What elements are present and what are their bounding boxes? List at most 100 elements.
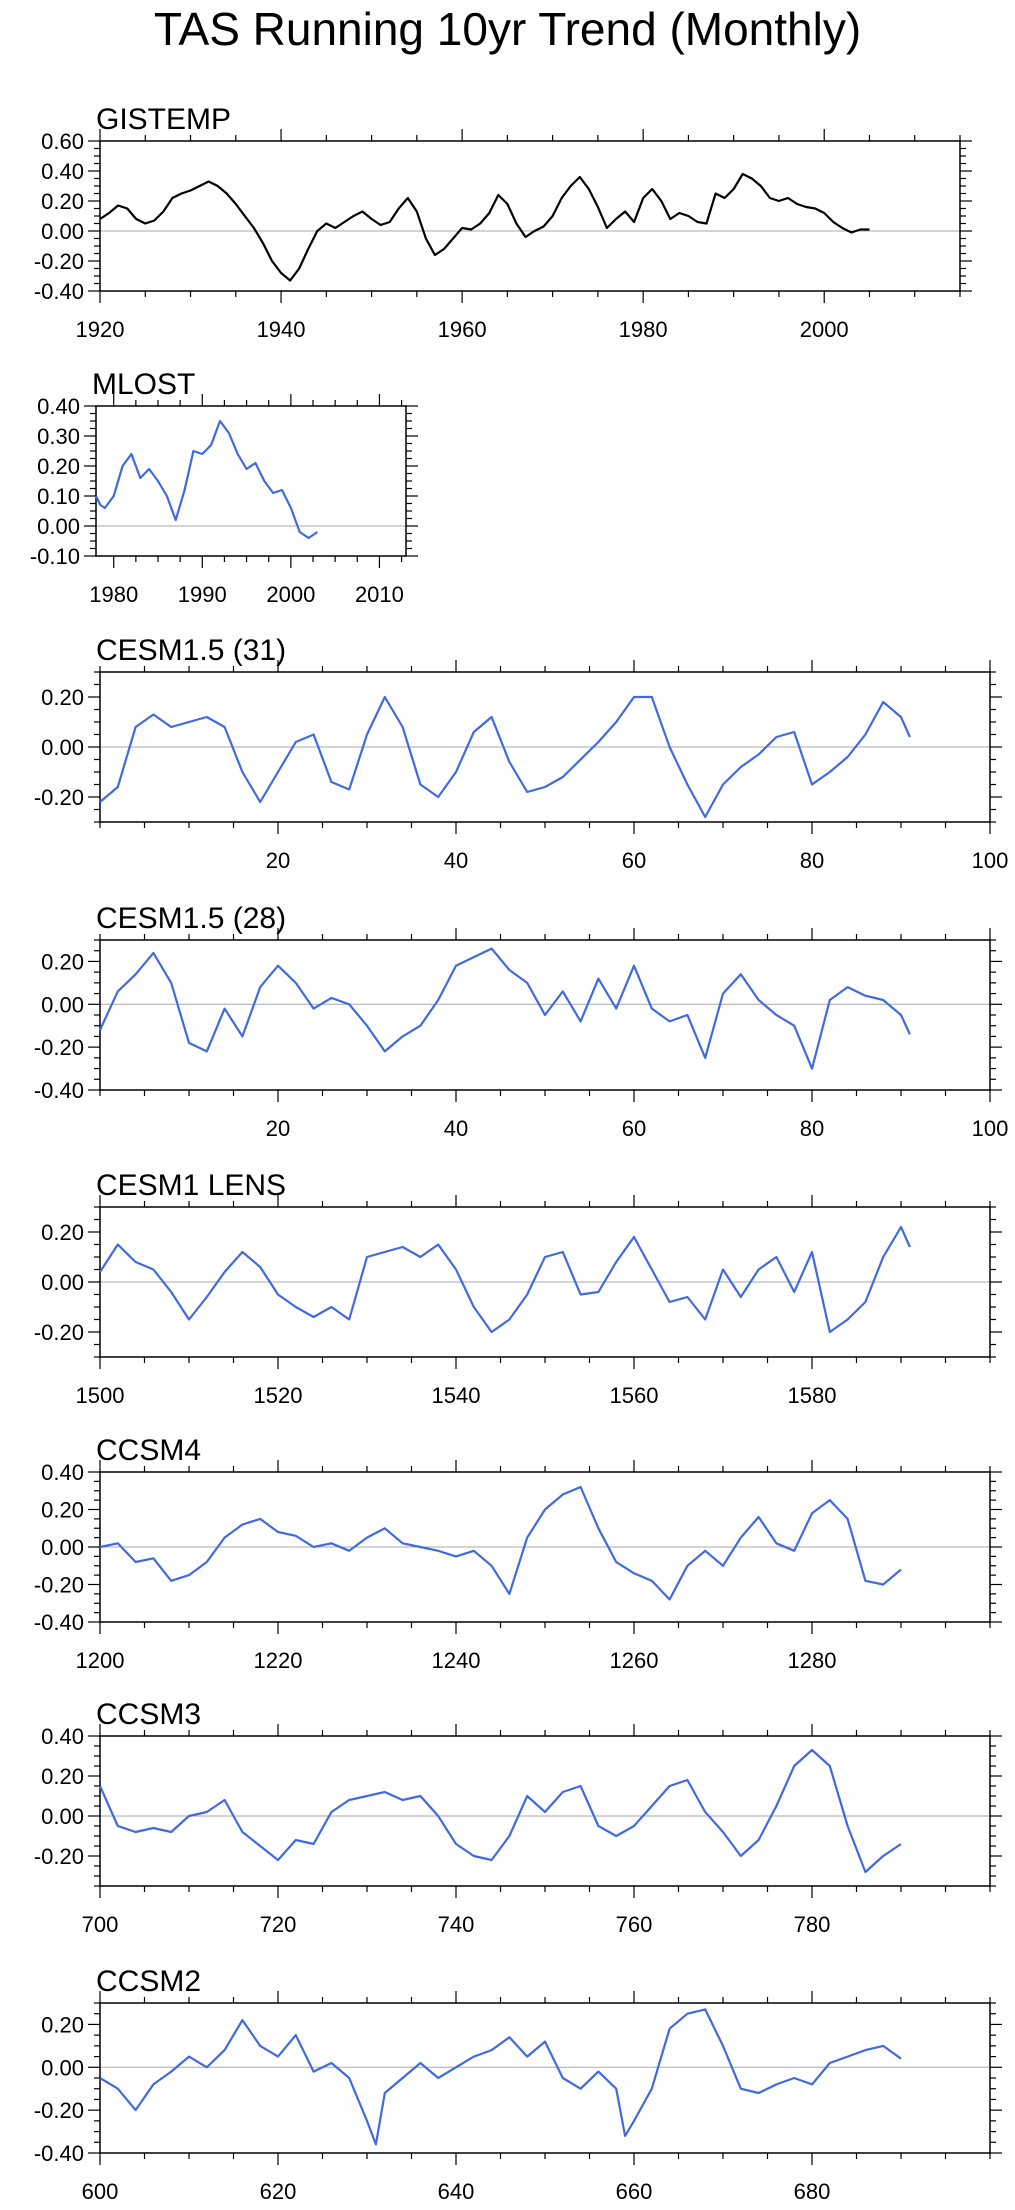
y-tick-label: 0.40 (41, 159, 84, 184)
y-tick-label: 0.20 (41, 2012, 84, 2037)
x-tick-label: 1520 (254, 1383, 303, 1408)
x-tick-label: 640 (438, 2179, 475, 2204)
y-tick-label: -0.40 (34, 1078, 84, 1103)
y-tick-label: 0.20 (41, 685, 84, 710)
panel-title: CESM1 LENS (96, 1169, 286, 1202)
x-tick-label: 100 (972, 1116, 1009, 1141)
y-tick-label: 0.20 (41, 949, 84, 974)
x-tick-label: 1540 (432, 1383, 481, 1408)
x-tick-label: 740 (438, 1912, 475, 1937)
series-line (99, 695, 911, 819)
y-tick-label: 0.00 (41, 1535, 84, 1560)
x-tick-label: 1580 (788, 1383, 837, 1408)
x-tick-label: 1280 (788, 1648, 837, 1673)
x-tick-label: 100 (972, 848, 1009, 873)
x-tick-label: 20 (266, 1116, 290, 1141)
chart-panel: CCSM3 700 720 740 760 780 -0.20 0.00 0.20 0.40 (34, 1698, 1002, 1937)
x-tick-label: 1980 (89, 582, 138, 607)
series-line (99, 2008, 902, 2146)
series-line (99, 947, 911, 1070)
x-tick-label: 1200 (76, 1648, 125, 1673)
x-tick-label: 1260 (610, 1648, 659, 1673)
page-title: TAS Running 10yr Trend (Monthly) (153, 3, 862, 55)
chart-panel: CCSM2 600 620 640 660 680 -0.40 -0.20 0.00 0.20 (34, 1965, 1002, 2204)
x-tick-label: 2000 (800, 317, 849, 342)
chart-panel: MLOST 1980 1990 2000 2010 -0.10 0.00 0.10 0.20 0.… (30, 368, 418, 607)
x-tick-label: 1990 (178, 582, 227, 607)
chart-panel: CESM1 LENS 1500 1520 1540 1560 1580 -0.20 0.00 0… (34, 1169, 1002, 1408)
series-line (99, 172, 870, 282)
x-tick-label: 700 (82, 1912, 119, 1937)
x-tick-label: 2010 (355, 582, 404, 607)
y-tick-label: -0.10 (30, 544, 80, 569)
y-tick-label: 0.00 (41, 2055, 84, 2080)
y-tick-label: -0.40 (34, 279, 84, 304)
y-tick-label: 0.30 (37, 424, 80, 449)
y-tick-label: 0.20 (41, 189, 84, 214)
panel-title: GISTEMP (96, 103, 231, 136)
y-tick-label: 0.00 (41, 1804, 84, 1829)
y-tick-label: 0.20 (41, 1498, 84, 1523)
x-tick-label: 1220 (254, 1648, 303, 1673)
chart-panel: CCSM4 1200 1220 1240 1260 1280 -0.40 -0.20 0.00 0… (34, 1434, 1002, 1673)
y-tick-label: -0.20 (34, 249, 84, 274)
x-tick-label: 720 (260, 1912, 297, 1937)
y-tick-label: -0.20 (34, 1844, 84, 1869)
y-tick-label: 0.20 (41, 1220, 84, 1245)
series-line (98, 1748, 902, 1874)
y-tick-label: -0.40 (34, 2141, 84, 2166)
plot-frame (99, 2002, 991, 2154)
x-tick-label: 40 (444, 848, 468, 873)
x-tick-label: 680 (794, 2179, 831, 2204)
y-tick-label: -0.20 (34, 1035, 84, 1060)
chart-panel: GISTEMP 1920 1940 1960 1980 2000 -0.40 -0.20 0.0… (34, 103, 972, 342)
panel-title: CESM1.5 (31) (96, 634, 286, 667)
y-tick-label: 0.40 (37, 394, 80, 419)
panel-title: CCSM2 (96, 1965, 201, 1998)
y-tick-label: 0.00 (37, 514, 80, 539)
y-tick-label: 0.00 (41, 735, 84, 760)
y-tick-label: 0.40 (41, 1460, 84, 1485)
panel-title: CESM1.5 (28) (96, 902, 286, 935)
plot-frame (99, 140, 961, 292)
x-tick-label: 80 (800, 848, 824, 873)
panel-title: CCSM3 (96, 1698, 201, 1731)
x-tick-label: 1920 (76, 317, 125, 342)
y-tick-label: 0.20 (37, 454, 80, 479)
x-tick-label: 2000 (266, 582, 315, 607)
x-tick-label: 60 (622, 848, 646, 873)
y-tick-label: 0.40 (41, 1724, 84, 1749)
x-tick-label: 1940 (257, 317, 306, 342)
x-tick-label: 1560 (610, 1383, 659, 1408)
panel-title: MLOST (92, 368, 195, 401)
x-tick-label: 80 (800, 1116, 824, 1141)
x-tick-label: 780 (794, 1912, 831, 1937)
series-line (95, 419, 319, 540)
series-line (99, 1485, 902, 1601)
y-tick-label: -0.20 (34, 785, 84, 810)
x-tick-label: 1960 (438, 317, 487, 342)
x-tick-label: 1980 (619, 317, 668, 342)
x-tick-label: 600 (82, 2179, 119, 2204)
x-tick-label: 40 (444, 1116, 468, 1141)
y-tick-label: -0.20 (34, 1573, 84, 1598)
y-tick-label: -0.40 (34, 1610, 84, 1635)
x-tick-label: 20 (266, 848, 290, 873)
x-tick-label: 1500 (76, 1383, 125, 1408)
x-tick-label: 660 (616, 2179, 653, 2204)
y-tick-label: 0.60 (41, 129, 84, 154)
x-tick-label: 1240 (432, 1648, 481, 1673)
x-tick-label: 60 (622, 1116, 646, 1141)
panel-title: CCSM4 (96, 1434, 201, 1467)
y-tick-label: 0.10 (37, 484, 80, 509)
y-tick-label: -0.20 (34, 1320, 84, 1345)
chart-panel: CESM1.5 (31) 20 40 60 80 100 -0.20 0.00 0.20 (34, 634, 1009, 873)
x-tick-label: 620 (260, 2179, 297, 2204)
y-tick-label: -0.20 (34, 2098, 84, 2123)
series-line (99, 1225, 911, 1334)
y-tick-label: 0.00 (41, 219, 84, 244)
x-tick-label: 760 (616, 1912, 653, 1937)
y-tick-label: 0.20 (41, 1764, 84, 1789)
y-tick-label: 0.00 (41, 992, 84, 1017)
